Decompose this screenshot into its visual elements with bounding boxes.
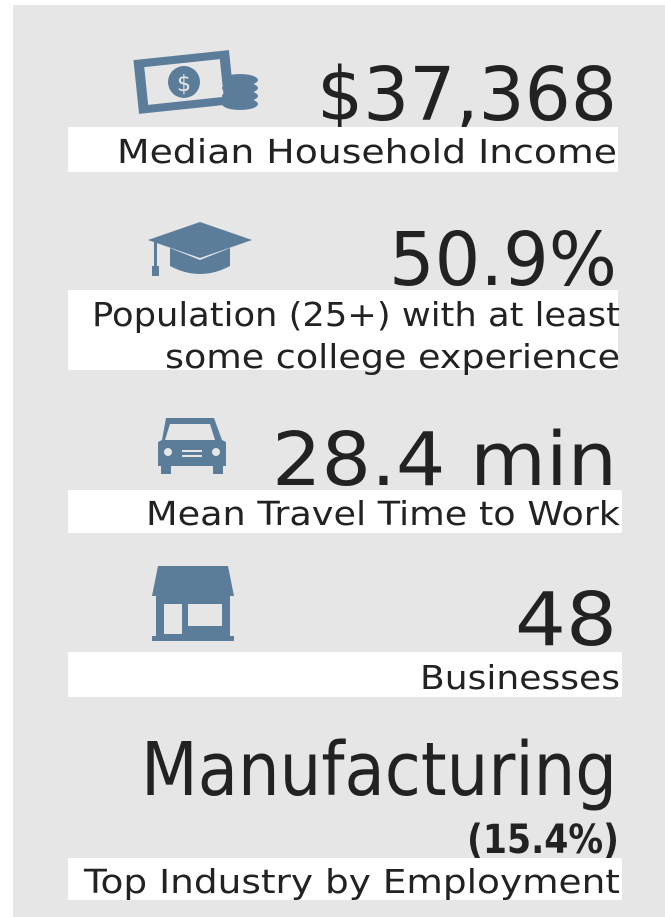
stat-value: Manufacturing	[141, 727, 617, 813]
graduation-cap-icon	[148, 222, 252, 276]
car-icon	[158, 418, 226, 474]
stat-label: Median Household Income	[117, 132, 617, 171]
stat-value: $37,368	[317, 52, 617, 138]
stat-detail: (15.4%)	[467, 817, 619, 863]
label-band	[68, 290, 618, 370]
store-icon	[152, 566, 234, 641]
stat-value: 48	[515, 577, 617, 663]
stat-label: Mean Travel Time to Work	[146, 494, 621, 533]
label-band	[68, 127, 618, 172]
svg-text:$: $	[177, 72, 191, 97]
stat-label: Population (25+) with at least	[92, 295, 620, 334]
label-band	[68, 490, 622, 533]
stat-label: Businesses	[420, 658, 620, 697]
stat-value: 50.9%	[389, 217, 617, 303]
label-band	[68, 858, 622, 900]
stat-label: some college experience	[165, 337, 620, 376]
label-band	[68, 652, 622, 697]
stat-label: Top Industry by Employment	[83, 862, 620, 901]
money-icon: $	[133, 50, 258, 114]
stat-value: 28.4 min	[272, 417, 617, 503]
